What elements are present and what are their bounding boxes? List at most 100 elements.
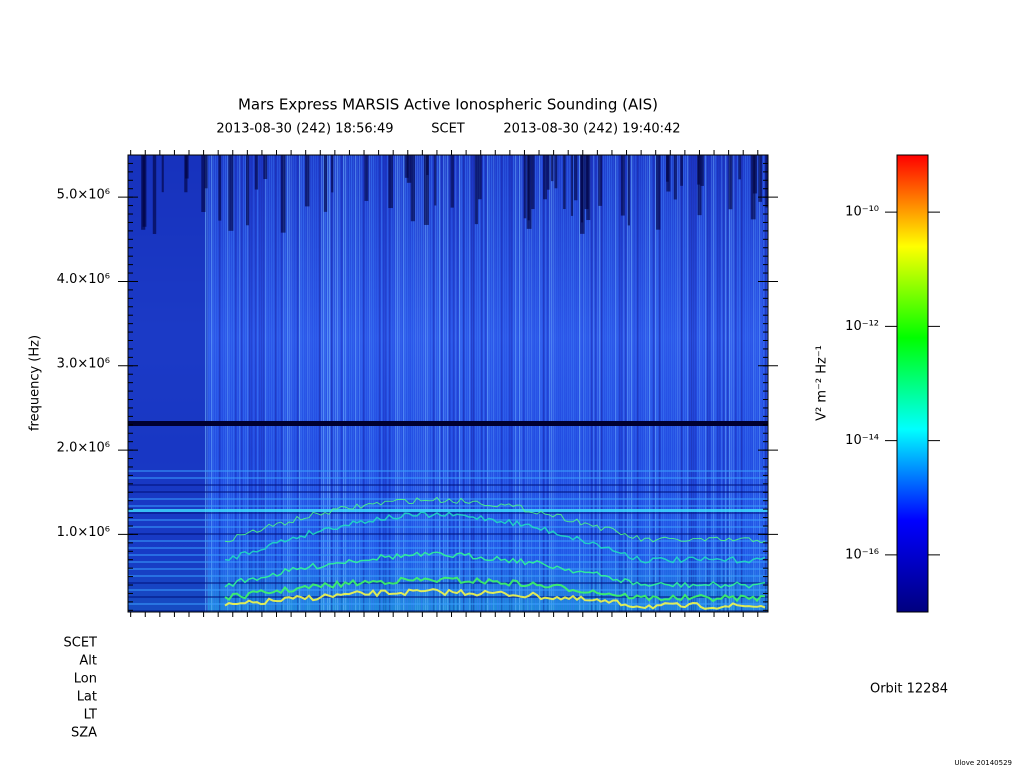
texture-stripe (533, 155, 535, 612)
texture-stripe (415, 155, 417, 612)
texture-stripe (267, 155, 269, 612)
texture-stripe (613, 155, 615, 612)
spectrogram-dark-region (128, 155, 208, 612)
texture-stripe (559, 155, 561, 612)
colorbar-tick-label: 10⁻¹² (845, 319, 879, 334)
texture-stripe (705, 155, 707, 612)
texture-band (128, 603, 768, 605)
texture-stripe (725, 155, 727, 612)
texture-stripe (661, 155, 663, 612)
texture-dark-streak (563, 155, 566, 210)
texture-stripe (755, 155, 757, 612)
texture-stripe (727, 155, 729, 612)
texture-stripe (275, 155, 277, 612)
texture-stripe (373, 155, 375, 612)
texture-dark-streak (185, 155, 189, 179)
texture-stripe (679, 155, 681, 612)
texture-dark-streak (546, 155, 550, 190)
texture-dark-streak (406, 155, 412, 183)
texture-stripe (229, 155, 231, 612)
texture-stripe (547, 155, 549, 612)
texture-stripe (573, 155, 575, 612)
texture-stripe (307, 155, 309, 612)
texture-stripe (481, 155, 483, 612)
texture-stripe (741, 155, 743, 612)
texture-stripe (489, 155, 491, 612)
texture-stripe (411, 155, 413, 612)
texture-band (128, 568, 768, 570)
texture-stripe (483, 155, 485, 612)
texture-stripe (321, 155, 323, 612)
texture-stripe (361, 155, 363, 612)
texture-dark-streak (598, 155, 603, 206)
texture-stripe (205, 155, 207, 612)
texture-stripe (551, 155, 553, 612)
texture-stripe (665, 155, 667, 612)
texture-stripe (487, 155, 489, 612)
texture-stripe (763, 155, 765, 612)
texture-stripe (515, 155, 517, 612)
texture-stripe (543, 155, 545, 612)
texture-stripe (233, 155, 235, 612)
ephemeris-row-label: Lat (77, 690, 97, 705)
texture-stripe (455, 155, 457, 612)
y-tick-label: 1.0×10⁶ (57, 525, 110, 540)
texture-stripe (541, 155, 543, 612)
texture-stripe (723, 155, 725, 612)
texture-stripe (367, 155, 369, 612)
texture-stripe (657, 155, 659, 612)
texture-stripe (491, 155, 493, 612)
texture-stripe (565, 155, 567, 612)
texture-stripe (441, 155, 443, 612)
texture-stripe (581, 155, 583, 612)
texture-stripe (677, 155, 679, 612)
texture-stripe (671, 155, 673, 612)
texture-stripe (503, 155, 505, 612)
texture-stripe (693, 155, 695, 612)
texture-stripe (701, 155, 703, 612)
texture-stripe (623, 155, 625, 612)
texture-stripe (649, 155, 651, 612)
texture-stripe (691, 155, 693, 612)
texture-stripe (451, 155, 453, 612)
texture-stripe (429, 155, 431, 612)
texture-stripe (527, 155, 529, 612)
texture-dark-streak (656, 155, 661, 230)
texture-stripe (579, 155, 581, 612)
texture-dark-streak (570, 155, 574, 216)
texture-dark-streak (728, 155, 733, 210)
texture-stripe (333, 155, 335, 612)
texture-stripe (561, 155, 563, 612)
texture-stripe (349, 155, 351, 612)
texture-dark-streak (531, 155, 535, 210)
texture-stripe (545, 155, 547, 612)
texture-stripe (221, 155, 223, 612)
texture-stripe (463, 155, 465, 612)
texture-stripe (699, 155, 701, 612)
texture-stripe (401, 155, 403, 612)
texture-stripe (761, 155, 763, 612)
texture-dark-streak (450, 155, 454, 208)
orbit-label: Orbit 12284 (870, 682, 948, 697)
texture-dark-streak (477, 155, 482, 200)
texture-stripe (715, 155, 717, 612)
footer: Ulove 20140529 (954, 759, 1012, 767)
texture-stripe (731, 155, 733, 612)
texture-stripe (299, 155, 301, 612)
texture-stripe (659, 155, 661, 612)
texture-stripe (213, 155, 215, 612)
texture-stripe (241, 155, 243, 612)
texture-stripe (733, 155, 735, 612)
texture-stripe (421, 155, 423, 612)
texture-stripe (507, 155, 509, 612)
texture-stripe (575, 155, 577, 612)
texture-dark-streak (765, 155, 768, 208)
texture-stripe (313, 155, 315, 612)
spectrogram (128, 155, 768, 612)
ephemeris-row-label: LT (84, 708, 97, 723)
texture-dark-streak (404, 155, 409, 178)
texture-stripe (325, 155, 327, 612)
texture-dark-streak (527, 155, 530, 221)
